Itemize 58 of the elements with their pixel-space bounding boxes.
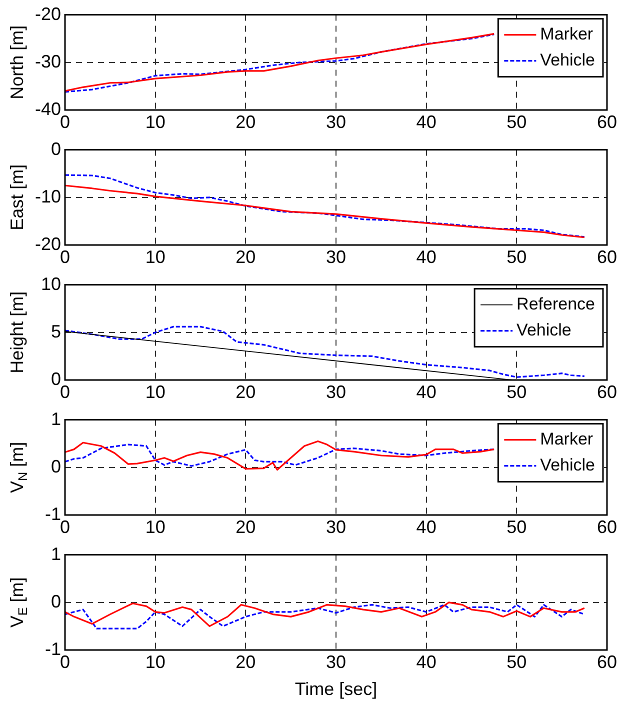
x-tick-label: 30 — [326, 246, 346, 267]
x-tick-label: 40 — [416, 516, 436, 537]
y-tick-label: -20 — [34, 234, 61, 254]
legend-label: Marker — [540, 24, 594, 44]
y-axis-title: North [m] — [6, 25, 27, 100]
x-tick-label: 30 — [326, 652, 346, 672]
x-tick-label: 10 — [145, 382, 166, 402]
y-tick-label: 0 — [50, 368, 61, 389]
x-tick-label: 50 — [506, 652, 527, 672]
y-axis-title: VN [m] — [6, 442, 30, 493]
legend-label: Vehicle — [540, 50, 595, 70]
y-axis-title: East [m] — [6, 164, 27, 230]
x-tick-label: 50 — [506, 246, 527, 267]
x-axis-title: Time [sec] — [294, 679, 378, 700]
x-tick-label: 50 — [506, 516, 527, 537]
y-tick-label: 0 — [50, 591, 61, 612]
x-tick-label: 40 — [416, 382, 436, 402]
legend-label: Reference — [516, 294, 595, 314]
y-tick-label: 1 — [50, 408, 61, 429]
x-tick-label: 20 — [236, 112, 256, 132]
x-tick-label: 40 — [416, 112, 436, 132]
x-tick-label: 30 — [326, 516, 346, 537]
y-tick-label: -30 — [34, 51, 61, 72]
y-tick-label: -40 — [34, 98, 61, 119]
x-tick-label: 60 — [596, 382, 618, 402]
x-tick-label: 20 — [236, 652, 256, 672]
x-tick-label: 60 — [596, 112, 618, 132]
y-tick-label: -20 — [34, 4, 61, 24]
y-tick-label: 10 — [40, 274, 61, 294]
x-tick-label: 20 — [236, 516, 256, 537]
y-tick-label: -1 — [44, 638, 61, 659]
x-tick-label: 10 — [145, 246, 166, 267]
x-tick-label: 10 — [145, 516, 166, 537]
x-tick-label: 20 — [236, 246, 256, 267]
x-tick-label: 30 — [326, 112, 346, 132]
x-tick-label: 50 — [506, 382, 527, 402]
legend-label: Marker — [540, 429, 594, 448]
x-tick-label: 20 — [236, 382, 256, 402]
x-tick-label: 30 — [326, 382, 346, 402]
line-series — [65, 174, 586, 238]
y-tick-label: 1 — [50, 544, 61, 564]
y-tick-label: 0 — [50, 456, 61, 476]
y-tick-label: -10 — [34, 186, 61, 206]
x-tick-label: 40 — [416, 246, 436, 267]
x-tick-label: 60 — [596, 652, 618, 672]
x-tick-label: 40 — [416, 652, 436, 672]
x-tick-label: 10 — [145, 652, 166, 672]
x-tick-label: 60 — [596, 246, 618, 267]
y-tick-label: 5 — [50, 321, 61, 342]
y-axis-title: Height [m] — [6, 291, 27, 374]
y-tick-label: 0 — [50, 138, 61, 159]
legend-label: Vehicle — [540, 455, 595, 474]
x-tick-label: 10 — [145, 112, 166, 132]
y-axis-title: VE [m] — [6, 577, 30, 628]
legend-label: Vehicle — [516, 320, 572, 340]
y-tick-label: -1 — [44, 504, 61, 524]
x-tick-label: 60 — [596, 516, 618, 537]
x-tick-label: 50 — [506, 112, 527, 132]
